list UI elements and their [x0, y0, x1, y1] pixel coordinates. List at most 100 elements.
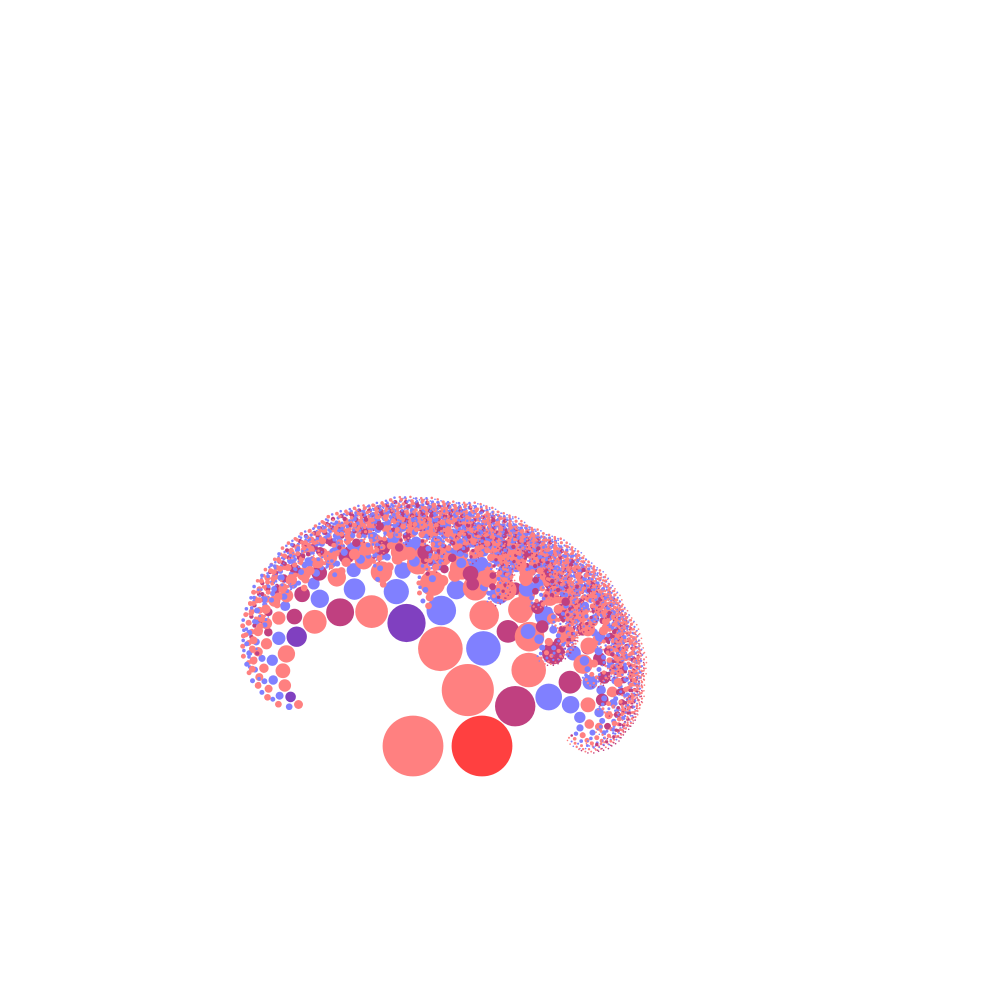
branch-circle [301, 575, 310, 584]
branch-circle [539, 536, 542, 539]
branch-circle [280, 556, 284, 560]
branch-circle [614, 594, 617, 596]
branch-circle [642, 675, 646, 678]
branch-circle [576, 592, 578, 594]
branch-circle [352, 538, 361, 548]
branch-circle [513, 523, 516, 526]
branch-circle [598, 571, 601, 574]
branch-circle [424, 542, 426, 545]
branch-circle [603, 711, 606, 714]
branch-circle [636, 693, 639, 696]
branch-circle [550, 547, 553, 549]
branch-circle [275, 573, 277, 576]
branch-circle [484, 518, 486, 520]
branch-circle [434, 533, 438, 537]
branch-circle [633, 682, 636, 685]
branch-circle [642, 661, 645, 664]
branch-circle [285, 544, 288, 548]
branch-circle [503, 560, 505, 563]
branch-circle [429, 513, 434, 518]
branch-circle [335, 511, 339, 516]
branch-circle [565, 548, 569, 552]
branch-circle [637, 654, 640, 656]
branch-circle [612, 606, 616, 610]
branch-circle [593, 623, 595, 626]
branch-circle [254, 682, 262, 689]
branch-circle [627, 704, 630, 707]
branch-circle [257, 588, 260, 591]
branch-circle [443, 528, 446, 531]
branch-circle [328, 526, 331, 529]
branch-circle [378, 536, 383, 541]
branch-circle [580, 610, 583, 613]
branch-circle [610, 673, 613, 675]
branch-circle [370, 512, 375, 516]
branch-circle [495, 534, 497, 537]
branch-circle [609, 739, 613, 743]
branch-circle [442, 540, 445, 543]
branch-circle [559, 643, 562, 646]
branch-circle [508, 564, 511, 567]
branch-circle [570, 734, 573, 737]
branch-circle [633, 620, 635, 623]
branch-circle [429, 500, 432, 502]
branch-circle [390, 509, 394, 512]
branch-circle [601, 733, 604, 736]
branch-circle [592, 584, 595, 587]
branch-circle [455, 502, 458, 504]
branch-circle [576, 624, 579, 627]
branch-circle [613, 645, 615, 648]
branch-circle [564, 647, 566, 649]
branch-circle [553, 604, 563, 614]
branch-circle [415, 512, 418, 514]
branch-circle [618, 616, 620, 619]
branch-circle [592, 612, 595, 614]
branch-circle [572, 618, 574, 620]
branch-circle [371, 558, 377, 564]
branch-circle [600, 711, 603, 713]
branch-circle [626, 721, 629, 724]
branch-circle [484, 547, 491, 554]
branch-circle [573, 585, 576, 587]
branch-circle [544, 558, 548, 562]
branch-circle [380, 516, 383, 519]
branch-circle [405, 526, 408, 530]
branch-circle [596, 577, 599, 581]
branch-circle [243, 612, 249, 618]
branch-circle [527, 559, 529, 562]
branch-circle [568, 559, 572, 562]
branch-circle [511, 516, 514, 518]
branch-circle [538, 651, 543, 656]
branch-circle [636, 709, 639, 712]
branch-circle [565, 541, 568, 544]
branch-circle [498, 525, 503, 529]
branch-circle [559, 582, 564, 587]
branch-circle [635, 673, 639, 677]
branch-circle [428, 552, 433, 557]
branch-circle [252, 584, 256, 589]
branch-circle [421, 576, 428, 583]
branch-circle [593, 752, 595, 754]
branch-circle [624, 635, 627, 639]
branch-circle [615, 738, 618, 741]
branch-circle [240, 643, 246, 649]
branch-circle [635, 641, 638, 643]
branch-circle [574, 584, 580, 589]
branch-circle [621, 679, 624, 681]
branch-circle [494, 599, 497, 602]
branch-circle [475, 507, 480, 512]
branch-circle [636, 672, 638, 674]
branch-circle [586, 581, 589, 585]
branch-circle [616, 603, 618, 606]
branch-circle [577, 742, 580, 745]
branch-circle [414, 508, 418, 512]
branch-circle [500, 523, 503, 526]
branch-circle [525, 567, 529, 572]
branch-circle [286, 551, 290, 555]
branch-circle [562, 554, 565, 557]
branch-circle [497, 554, 500, 556]
branch-circle [480, 515, 483, 518]
branch-circle [510, 553, 513, 556]
branch-circle [541, 660, 544, 663]
